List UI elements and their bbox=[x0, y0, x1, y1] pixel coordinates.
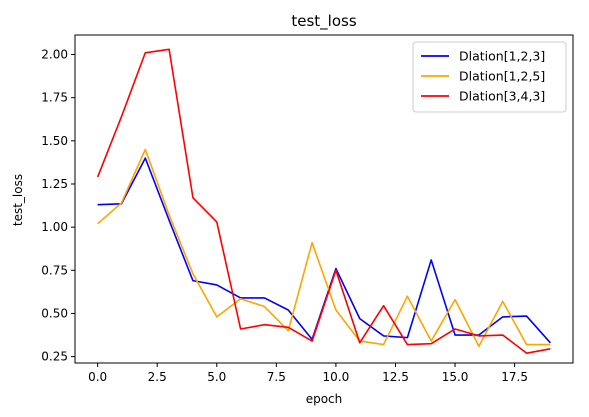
chart-title: test_loss bbox=[291, 12, 356, 31]
series-line-2 bbox=[97, 148, 551, 348]
x-tick-label: 0.0 bbox=[88, 370, 107, 384]
plot-frame bbox=[74, 34, 574, 364]
x-tick-label: 2.5 bbox=[148, 370, 167, 384]
x-tick-label: 15.0 bbox=[442, 370, 469, 384]
x-axis: 0.0 2.5 5.0 7.5 10.0 12.5 15.0 17.5 bbox=[88, 363, 528, 384]
y-tick-label: 0.75 bbox=[41, 263, 68, 277]
x-tick-label: 12.5 bbox=[382, 370, 409, 384]
y-tick-label: 0.50 bbox=[41, 306, 68, 320]
y-axis: 0.25 0.50 0.75 1.00 1.25 1.50 1.75 2.00 bbox=[41, 48, 75, 364]
y-tick-label: 1.00 bbox=[41, 220, 68, 234]
y-tick-label: 0.25 bbox=[41, 350, 68, 364]
y-tick-label: 2.00 bbox=[41, 48, 68, 62]
series-line-1 bbox=[97, 157, 551, 344]
x-tick-label: 17.5 bbox=[501, 370, 528, 384]
legend-label-3: Dlation[3,4,3] bbox=[459, 89, 545, 104]
legend-label-1: Dlation[1,2,3] bbox=[459, 49, 545, 64]
y-axis-label: test_loss bbox=[11, 174, 25, 226]
series-line-3 bbox=[96, 48, 551, 354]
y-tick-label: 1.50 bbox=[41, 134, 68, 148]
x-tick-label: 5.0 bbox=[207, 370, 226, 384]
x-tick-label: 7.5 bbox=[267, 370, 286, 384]
y-tick-label: 1.25 bbox=[41, 177, 68, 191]
series-layer bbox=[96, 48, 551, 354]
y-tick-label: 1.75 bbox=[41, 91, 68, 105]
x-tick-label: 10.0 bbox=[323, 370, 350, 384]
x-axis-label: epoch bbox=[306, 392, 343, 406]
legend-box bbox=[412, 41, 567, 113]
legend-label-2: Dlation[1,2,5] bbox=[459, 69, 545, 84]
legend: Dlation[1,2,3] Dlation[1,2,5] Dlation[3,4,… bbox=[412, 41, 567, 113]
plot-area bbox=[74, 34, 574, 364]
